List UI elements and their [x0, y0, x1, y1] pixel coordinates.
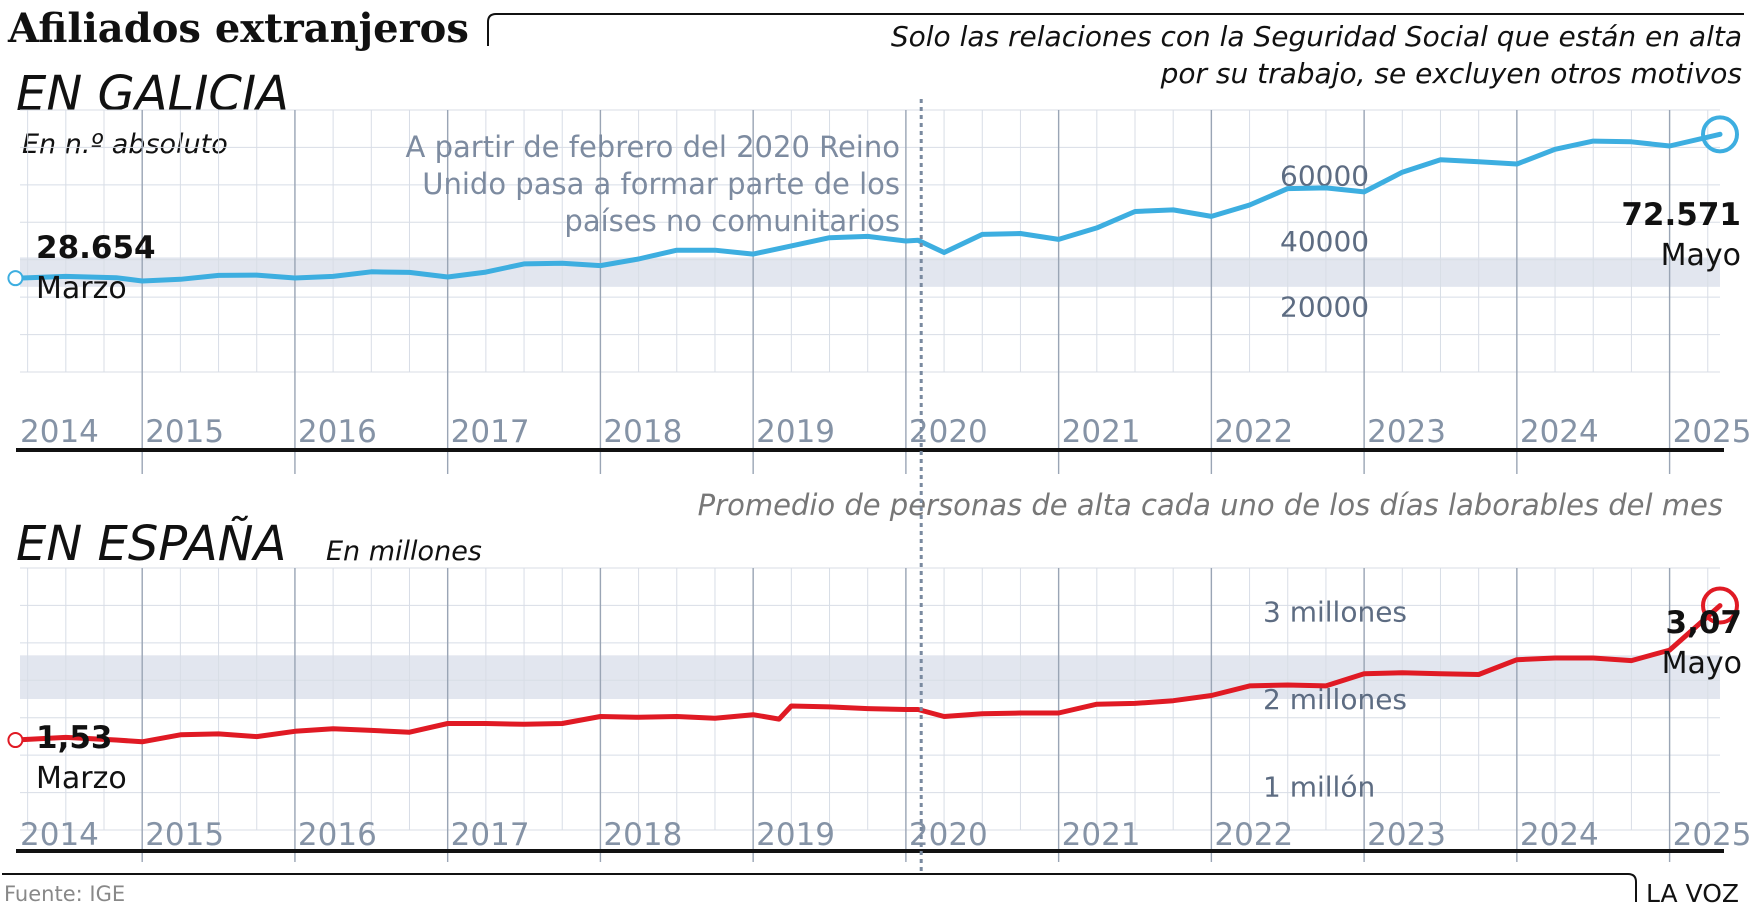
annotation-line-1: A partir de febrero del 2020 Reino	[406, 130, 900, 164]
annotation-line-3: países no comunitarios	[564, 204, 900, 238]
galicia-start-month: Marzo	[36, 271, 127, 306]
espana-year-label: 2014	[20, 817, 99, 853]
galicia-horizontal-grid	[20, 109, 1720, 373]
galicia-unit-label: En n.º absoluto	[22, 129, 228, 160]
galicia-year-label: 2024	[1520, 414, 1599, 450]
galicia-section-title: EN GALICIA	[16, 66, 289, 122]
galicia-year-label: 2015	[145, 414, 224, 450]
espana-chart: 2014 2015 2016 2017 2018 2019 2020 2021 2022 2023…	[7, 567, 1752, 862]
espana-year-label: 2022	[1214, 817, 1293, 853]
galicia-series-line	[12, 131, 1723, 284]
espana-start-point	[7, 732, 24, 749]
galicia-start-value: 28.654	[36, 230, 156, 266]
espana-reference-band	[20, 655, 1720, 699]
galicia-year-label: 2018	[603, 414, 682, 450]
espana-year-label: 2025	[1673, 817, 1752, 853]
source-label: Fuente: IGE	[4, 882, 125, 906]
espana-year-label: 2024	[1520, 817, 1599, 853]
galicia-end-point	[1701, 115, 1739, 154]
galicia-year-label: 2025	[1673, 414, 1752, 450]
espana-y-tick-label: 1 millón	[1263, 770, 1375, 803]
espana-year-label: 2023	[1367, 817, 1446, 853]
galicia-year-label: 2016	[298, 414, 377, 450]
galicia-reference-band	[20, 257, 1720, 287]
espana-unit-label: En millones	[326, 536, 482, 567]
header-frame-line	[487, 13, 1744, 46]
espana-horizontal-grid	[20, 567, 1720, 831]
espana-y-tick-label: 2 millones	[1263, 683, 1407, 716]
espana-y-tick-label: 3 millones	[1263, 596, 1407, 629]
galicia-year-label: 2019	[756, 414, 835, 450]
espana-year-label: 2015	[145, 817, 224, 853]
galicia-y-tick-label: 40000	[1280, 225, 1369, 258]
galicia-end-month: Mayo	[1661, 238, 1741, 273]
espana-year-label: 2017	[451, 817, 530, 853]
galicia-year-label: 2022	[1214, 414, 1293, 450]
galicia-end-value: 72.571	[1621, 197, 1741, 233]
galicia-y-tick-label: 20000	[1280, 291, 1369, 324]
espana-average-note: Promedio de personas de alta cada uno de…	[698, 488, 1723, 522]
espana-series-line	[12, 603, 1723, 745]
espana-year-label: 2016	[298, 817, 377, 853]
page-title: Afiliados extranjeros	[7, 5, 469, 52]
galicia-chart: 2014 2015 2016 2017 2018 2019 2020 2021 2022 2023…	[7, 109, 1752, 474]
espana-year-label: 2018	[603, 817, 682, 853]
header-subtitle-line-1: Solo las relaciones con la Seguridad Soc…	[891, 20, 1742, 53]
espana-year-label: 2019	[756, 817, 835, 853]
galicia-year-label: 2014	[20, 414, 99, 450]
footer-frame-line	[2, 873, 1637, 902]
espana-year-label: 2021	[1062, 817, 1141, 853]
annotation-line-2: Unido pasa a formar parte de los	[422, 167, 900, 201]
espana-section-title: EN ESPAÑA	[16, 516, 286, 572]
galicia-year-label: 2021	[1062, 414, 1141, 450]
espana-start-month: Marzo	[36, 761, 127, 796]
header-subtitle-line-2: por su trabajo, se excluyen otros motivo…	[1160, 57, 1742, 90]
espana-end-value: 3,07	[1666, 605, 1743, 641]
galicia-year-label: 2023	[1367, 414, 1446, 450]
espana-start-value: 1,53	[36, 720, 113, 756]
brand-label: LA VOZ	[1646, 879, 1739, 908]
galicia-start-point	[7, 270, 24, 287]
espana-end-point	[1701, 586, 1739, 625]
galicia-year-label: 2017	[451, 414, 530, 450]
espana-end-month: Mayo	[1662, 646, 1742, 681]
espana-vertical-grid	[27, 568, 1709, 830]
